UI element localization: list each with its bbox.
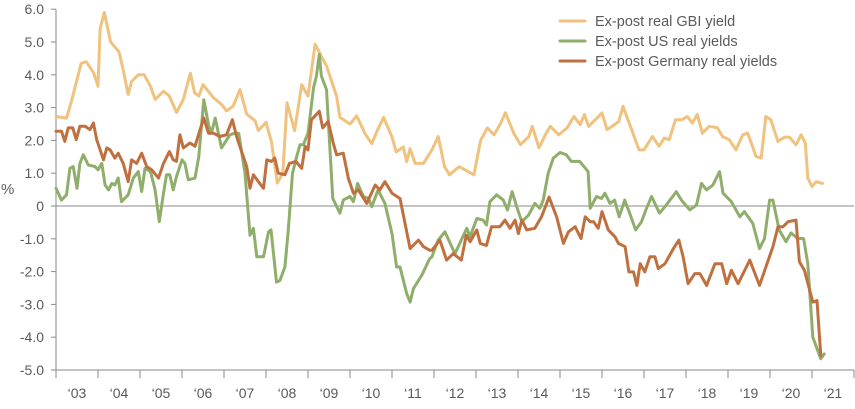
legend: Ex-post real GBI yield Ex-post US real yi… xyxy=(558,14,777,70)
x-tick-label: ‘14 xyxy=(530,385,549,401)
y-axis-label: % xyxy=(1,181,14,198)
legend-label: Ex-post real GBI yield xyxy=(595,14,735,30)
y-tick-label: 0 xyxy=(36,198,44,214)
y-tick-label: 3.0 xyxy=(25,100,45,116)
y-tick-label: -2.0 xyxy=(20,264,44,280)
y-tick-label: -4.0 xyxy=(20,329,44,345)
x-tick-label: ‘12 xyxy=(446,385,465,401)
x-tick-label: ‘03 xyxy=(68,385,87,401)
y-tick-label: -5.0 xyxy=(20,362,44,378)
y-tick-label: -1.0 xyxy=(20,231,44,247)
series-line-2 xyxy=(54,109,823,358)
x-tick-label: ‘05 xyxy=(152,385,171,401)
x-tick-label: ‘06 xyxy=(194,385,213,401)
series-lines xyxy=(54,11,826,361)
y-tick-label: 2.0 xyxy=(25,132,45,148)
x-tick-label: ‘20 xyxy=(782,385,801,401)
x-tick-label: ‘18 xyxy=(698,385,717,401)
series-line-0 xyxy=(54,11,824,189)
legend-label: Ex-post Germany real yields xyxy=(595,54,777,70)
legend-label: Ex-post US real yields xyxy=(595,34,738,50)
x-tick-label: ‘13 xyxy=(488,385,507,401)
x-tick-label: ‘11 xyxy=(404,385,422,401)
x-tick-label: ‘21 xyxy=(824,385,843,401)
y-tick-label: 4.0 xyxy=(25,67,45,83)
x-tick-label: ‘04 xyxy=(110,385,129,401)
x-tick-label: ‘19 xyxy=(740,385,759,401)
y-tick-label: 5.0 xyxy=(25,34,45,50)
x-tick-label: ‘09 xyxy=(320,385,339,401)
y-tick-label: 6.0 xyxy=(25,1,45,17)
x-tick-label: ‘15 xyxy=(572,385,591,401)
x-tick-label: ‘08 xyxy=(278,385,297,401)
y-tick-label: -3.0 xyxy=(20,296,44,312)
axes: 6.0 5.0 4.0 3.0 2.0 1.0 0 -1.0 -2.0 -3.0 -4.0 -5.0 ‘… xyxy=(20,1,855,401)
x-tick-label: ‘17 xyxy=(656,385,675,401)
x-tick-label: ‘16 xyxy=(614,385,633,401)
series-line-1 xyxy=(54,53,826,361)
y-tick-label: 1.0 xyxy=(25,165,45,181)
x-tick-label: ‘10 xyxy=(362,385,381,401)
x-tick-label: ‘07 xyxy=(236,385,255,401)
